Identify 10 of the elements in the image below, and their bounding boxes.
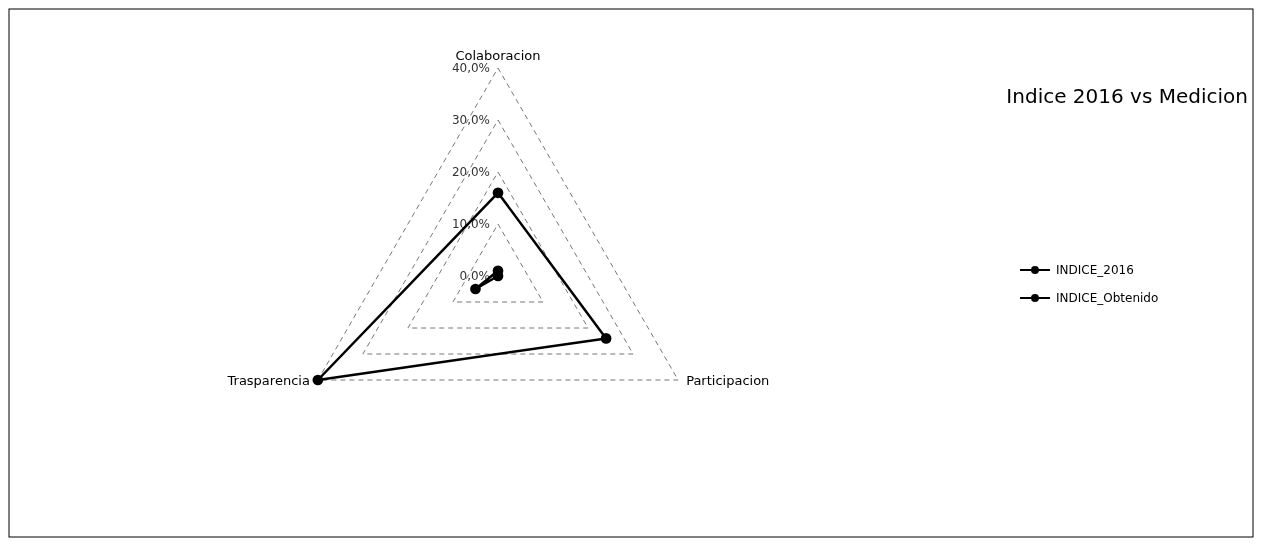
- spoke-label: Participacion: [686, 373, 770, 388]
- y-tick-label: 30,0%: [451, 113, 490, 127]
- y-tick-label: 40,0%: [451, 61, 490, 75]
- y-tick-label: 20,0%: [451, 165, 490, 179]
- spoke-label: Trasparencia: [226, 373, 310, 388]
- legend-label: INDICE_Obtenido: [1056, 291, 1159, 305]
- text: Indice 2016 vs Medicion: [1006, 84, 1248, 108]
- legend-label: INDICE_2016: [1056, 263, 1134, 277]
- spoke-label: Colaboracion: [455, 48, 541, 63]
- y-tick-label: 0,0%: [459, 269, 490, 283]
